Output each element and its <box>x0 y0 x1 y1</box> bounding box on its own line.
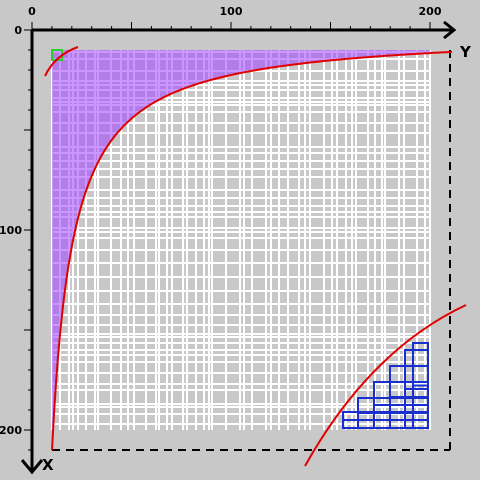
tick-label: 0 <box>28 5 36 18</box>
blue-squares <box>342 342 429 429</box>
tick-label: 0 <box>14 24 22 37</box>
axes <box>20 20 457 475</box>
red-curve <box>51 50 453 451</box>
tick-label: 200 <box>0 424 22 437</box>
tick-label: 100 <box>220 5 243 18</box>
tick-label: 200 <box>419 5 442 18</box>
red-curve <box>304 304 467 467</box>
red-curve <box>44 46 79 77</box>
purple-region <box>52 50 430 430</box>
tick-label: 100 <box>0 224 22 237</box>
axis-label: X <box>42 456 54 474</box>
axis-label: Y <box>459 43 472 61</box>
